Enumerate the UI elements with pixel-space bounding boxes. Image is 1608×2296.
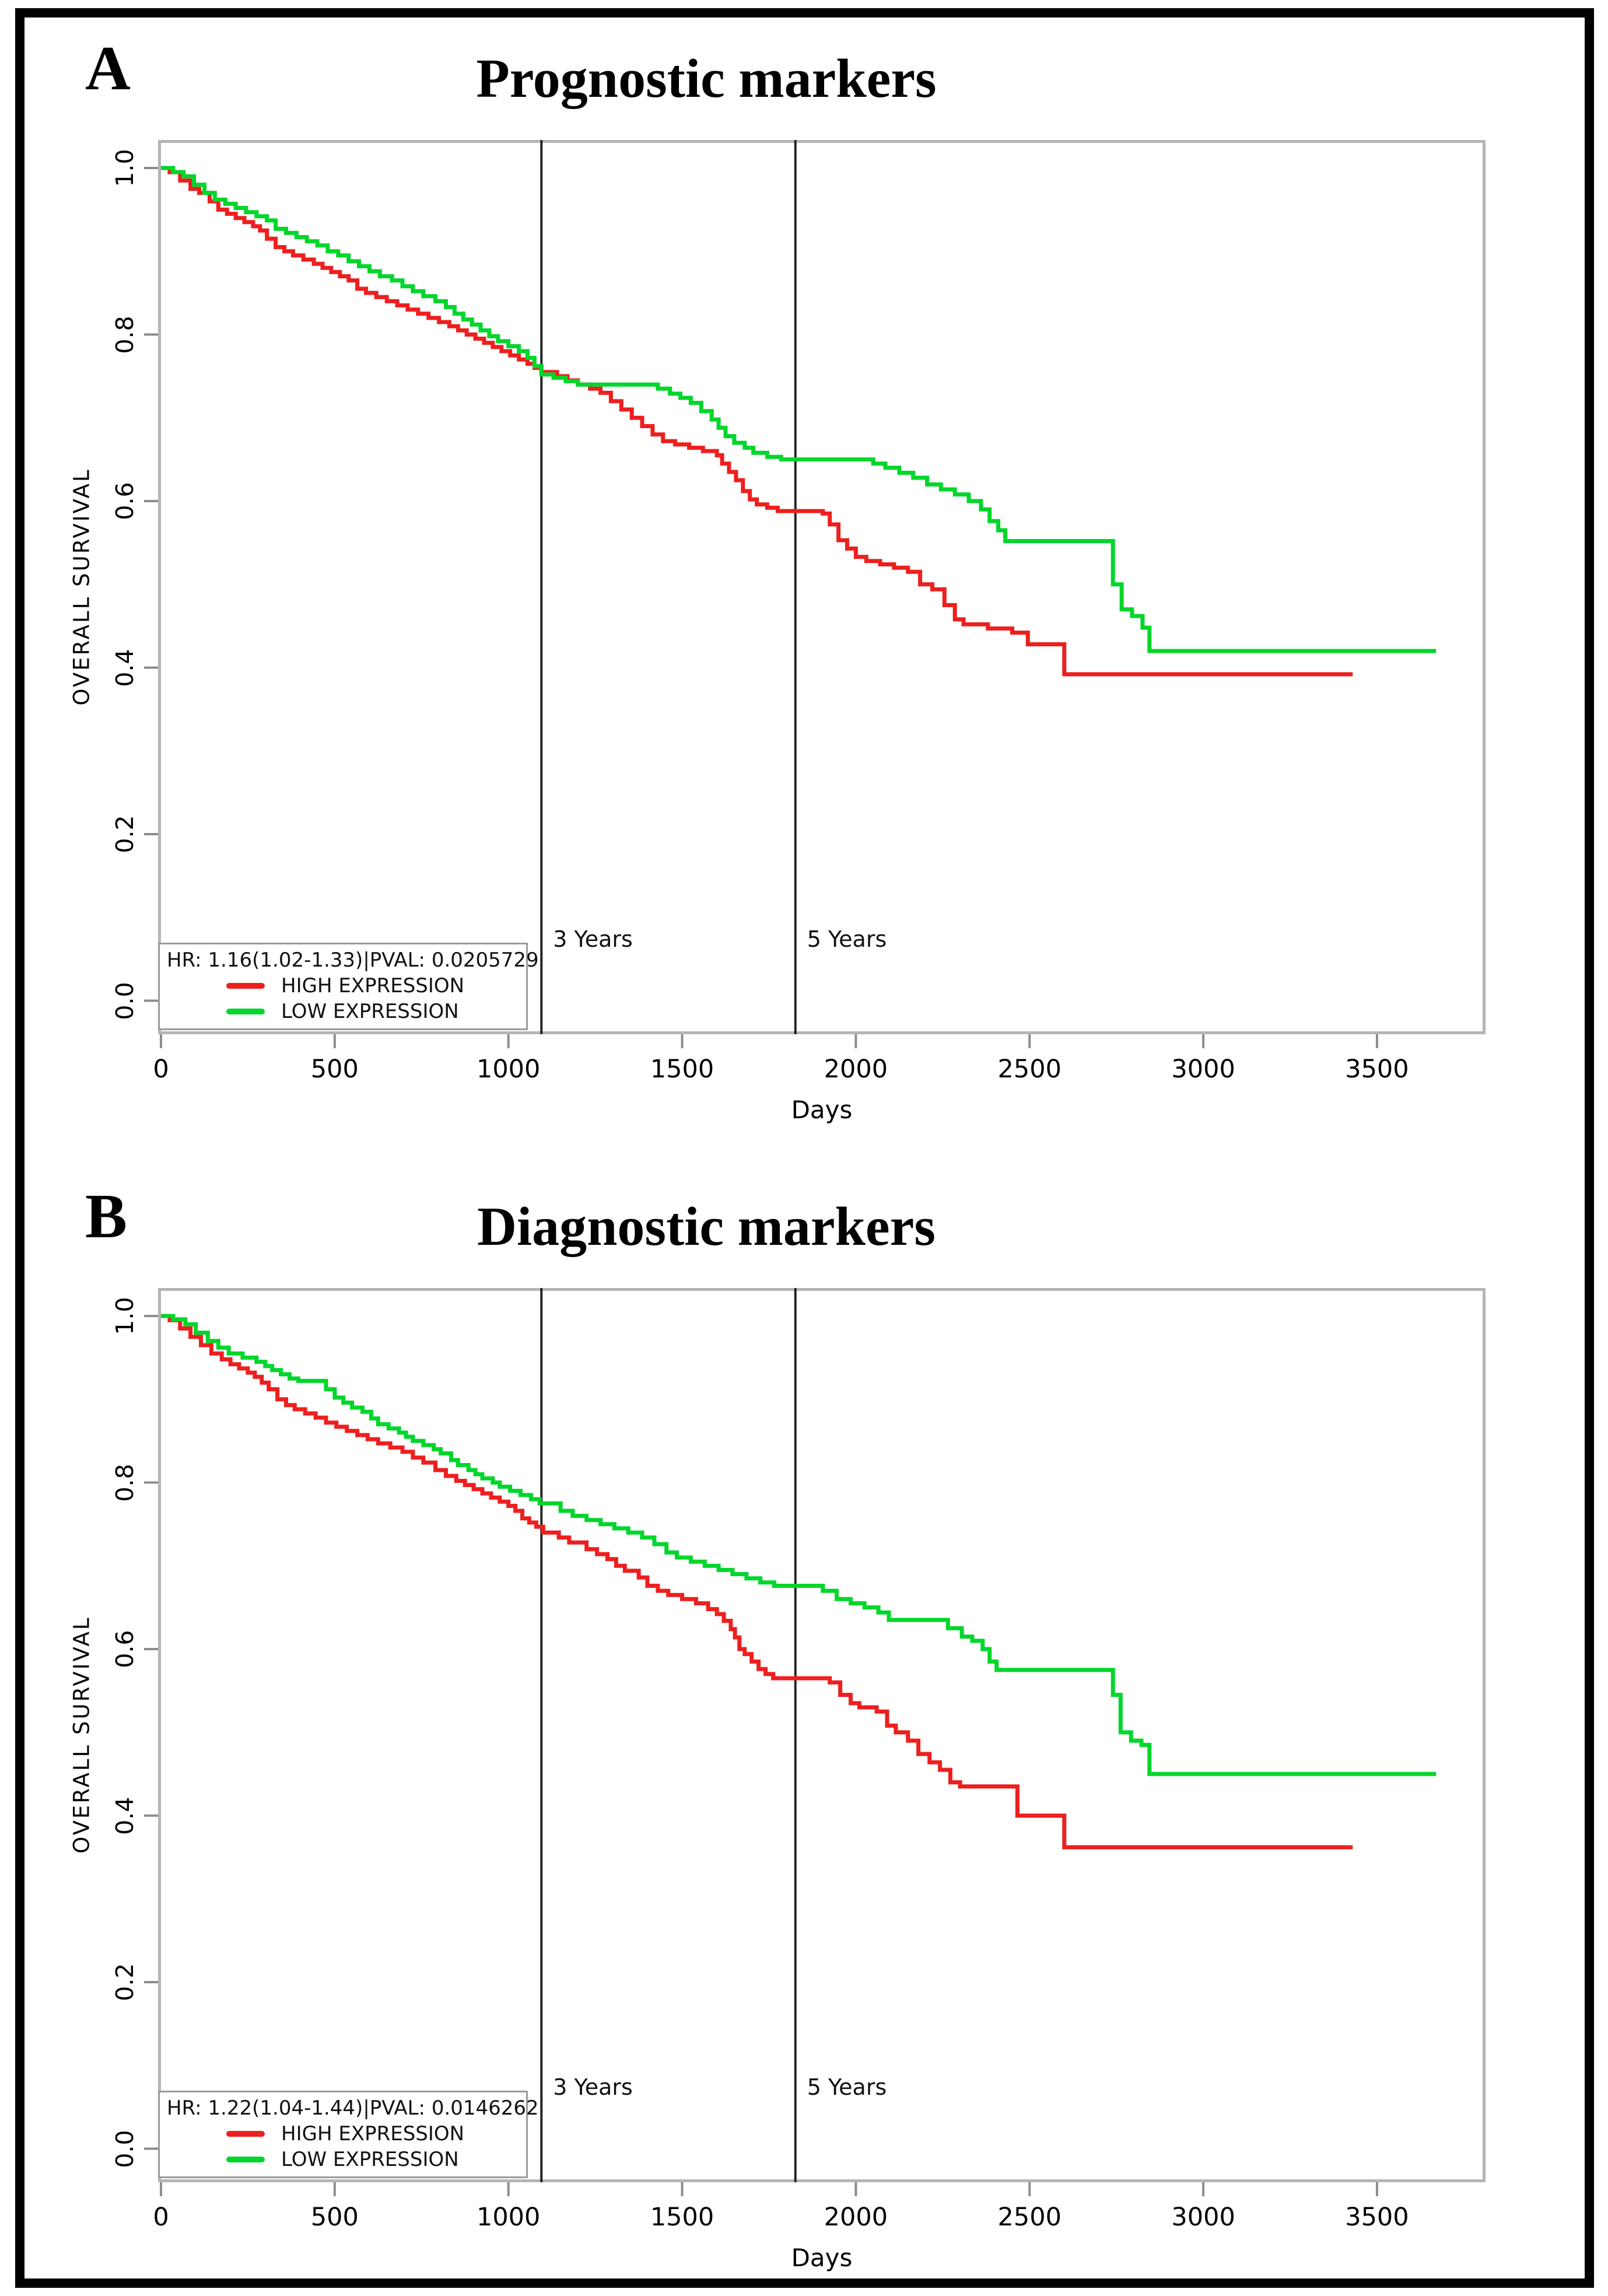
year-annotation-label: 3 Years [553,926,633,952]
y-tick-label: 1.0 [111,1297,139,1335]
year-annotation-label: 3 Years [553,2074,633,2100]
x-tick-label: 3000 [1171,2203,1235,2232]
plot-area [144,1288,1486,2196]
legend-label-high: HIGH EXPRESSION [281,2122,465,2146]
x-tick-label: 500 [310,1055,359,1084]
y-axis-label: OVERALL SURVIVAL [69,468,94,706]
plot-area [144,140,1486,1048]
low-expression-line-swatch [226,2156,265,2162]
x-tick-label: 3000 [1171,1055,1235,1084]
y-tick-label: 0.2 [111,1963,139,2001]
plot-border [158,1288,1486,2182]
x-tick-label: 0 [153,2203,169,2232]
y-tick-label: 0.6 [111,1630,139,1668]
legend-stats-text: HR: 1.16(1.02-1.33)|PVAL: 0.0205729 [167,949,539,972]
legend-label-high: HIGH EXPRESSION [281,974,465,998]
year-annotation-label: 5 Years [807,2074,887,2100]
high-expression-line-swatch [226,2130,265,2137]
x-tick-label: 3500 [1345,2203,1409,2232]
panel-a-title: Prognostic markers [476,48,937,109]
y-tick-label: 0.4 [111,1796,139,1835]
panel-b: B Diagnostic markers OVERALL SURVIVAL 1.… [0,1148,1608,2296]
legend-stats-text: HR: 1.22(1.04-1.44)|PVAL: 0.0146262 [167,2096,539,2120]
y-tick-label: 0.2 [111,815,139,853]
legend-box: HR: 1.22(1.04-1.44)|PVAL: 0.0146262 HIGH… [158,2091,539,2178]
plot-border [158,140,1486,1034]
legend-label-low: LOW EXPRESSION [281,999,459,1023]
y-tick-label: 0.0 [111,2129,139,2168]
x-tick-label: 1500 [650,2203,714,2232]
survival-curve-high-expression [161,1314,1353,1850]
y-tick-label: 0.8 [111,315,139,354]
high-expression-line-swatch [226,982,265,989]
x-tick-label: 2500 [997,2203,1062,2232]
y-tick-label: 0.8 [111,1463,139,1502]
y-axis-label: OVERALL SURVIVAL [69,1616,94,1854]
y-tick-label: 0.4 [111,648,139,687]
panel-a-letter: A [85,34,131,103]
panel-b-letter: B [85,1182,128,1251]
legend-row-low: LOW EXPRESSION [167,999,519,1024]
x-tick-label: 0 [153,1055,169,1084]
x-tick-label: 1000 [476,1055,541,1084]
legend-label-low: LOW EXPRESSION [281,2147,459,2171]
survival-curves-svg [144,140,1486,1048]
x-tick-label: 3500 [1345,1055,1409,1084]
survival-curves-svg [144,1288,1486,2196]
x-tick-label: 1500 [650,1055,714,1084]
y-tick-label: 0.6 [111,482,139,520]
survival-curve-high-expression [161,166,1353,677]
panel-a: A Prognostic markers OVERALL SURVIVAL 1.… [69,34,1486,1124]
panel-b-title: Diagnostic markers [477,1196,936,1257]
x-tick-label: 500 [310,2203,359,2232]
x-axis-label: Days [791,2244,853,2272]
year-annotation-label: 5 Years [807,926,887,952]
survival-curve-low-expression [161,166,1437,653]
legend-row-low: LOW EXPRESSION [167,2147,519,2172]
x-tick-label: 2500 [997,1055,1062,1084]
x-axis-label: Days [791,1096,853,1124]
y-tick-label: 0.0 [111,981,139,1020]
legend-box: HR: 1.16(1.02-1.33)|PVAL: 0.0205729 HIGH… [158,943,539,1030]
legend-row-high: HIGH EXPRESSION [167,2121,519,2147]
survival-curve-low-expression [161,1314,1437,1776]
y-tick-label: 1.0 [111,149,139,187]
legend-row-high: HIGH EXPRESSION [167,973,519,999]
x-tick-label: 2000 [824,2203,888,2232]
x-tick-label: 2000 [824,1055,888,1084]
x-tick-label: 1000 [476,2203,541,2232]
low-expression-line-swatch [226,1008,265,1014]
